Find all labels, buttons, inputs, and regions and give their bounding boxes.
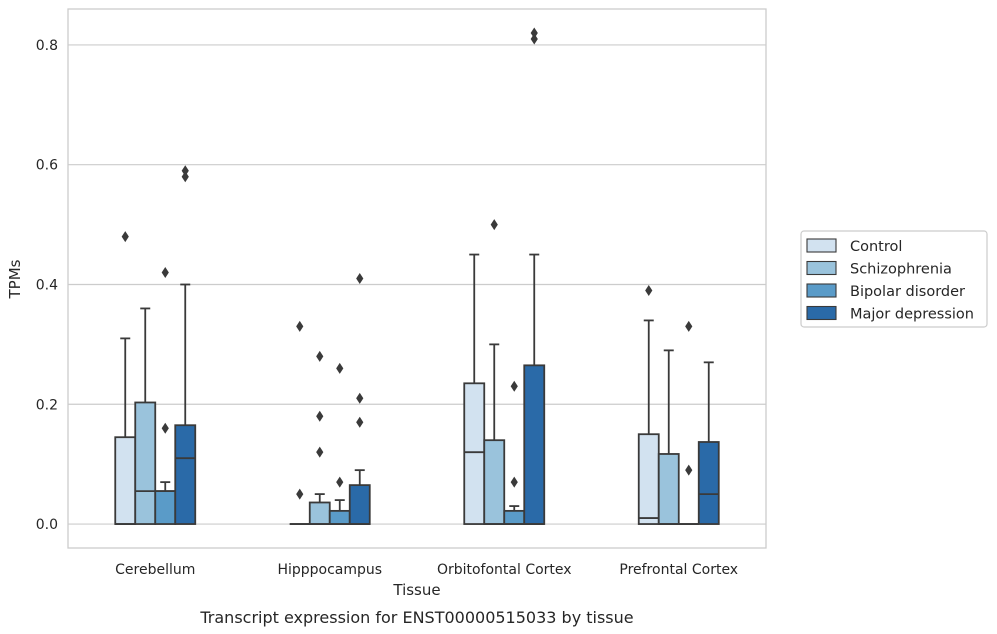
y-axis-label: TPMs bbox=[6, 259, 24, 299]
y-tick-label: 0.6 bbox=[36, 158, 58, 174]
x-axis-label: Tissue bbox=[392, 581, 440, 599]
box-rect bbox=[463, 382, 486, 525]
outlier-point bbox=[645, 284, 653, 296]
box-rect bbox=[503, 509, 526, 525]
box-rect bbox=[134, 401, 157, 525]
outlier-point bbox=[181, 171, 189, 183]
gridlines bbox=[68, 44, 766, 525]
box-rect bbox=[174, 424, 197, 525]
outlier-point bbox=[356, 392, 364, 404]
box-2-2 bbox=[503, 380, 526, 525]
box-0-1 bbox=[289, 320, 310, 525]
outlier-point bbox=[530, 33, 538, 45]
legend-label: Schizophrenia bbox=[850, 262, 952, 278]
outlier-point bbox=[316, 410, 324, 422]
x-tick-label: Prefrontal Cortex bbox=[619, 562, 738, 578]
box-rect bbox=[697, 441, 720, 525]
outlier-point bbox=[510, 380, 518, 392]
box-series bbox=[114, 27, 720, 525]
box-2-3 bbox=[678, 320, 699, 525]
outlier-point bbox=[685, 464, 693, 476]
plot-frame bbox=[67, 8, 767, 549]
outlier-point bbox=[296, 488, 304, 500]
box-1-3 bbox=[657, 349, 680, 525]
box-3-3 bbox=[697, 361, 720, 525]
box-rect bbox=[328, 509, 351, 525]
box-rect bbox=[308, 501, 331, 525]
legend-frame bbox=[800, 230, 988, 328]
box-rect bbox=[114, 436, 137, 525]
outlier-point bbox=[316, 446, 324, 458]
legend: Control Schizophrenia Bipolar disorder Majo… bbox=[800, 230, 988, 328]
outlier-point bbox=[161, 422, 169, 434]
box-2-0 bbox=[154, 267, 177, 525]
box-2-1 bbox=[328, 362, 351, 525]
legend-swatch bbox=[806, 238, 837, 253]
y-tick-label: 0.4 bbox=[36, 277, 58, 293]
outlier-point bbox=[685, 320, 693, 332]
legend-swatch bbox=[806, 260, 837, 276]
outlier-point bbox=[181, 165, 189, 177]
outlier-point bbox=[530, 27, 538, 39]
y-tick-labels: 0.0 0.2 0.4 0.6 0.8 bbox=[36, 38, 58, 533]
box-rect bbox=[483, 439, 506, 525]
box-rect bbox=[523, 364, 546, 525]
x-tick-label: Cerebellum bbox=[115, 562, 195, 578]
legend-label: Bipolar disorder bbox=[850, 284, 965, 300]
box-0-0 bbox=[114, 231, 137, 525]
legend-label: Major depression bbox=[850, 307, 974, 323]
box-rect bbox=[637, 433, 660, 525]
outlier-point bbox=[336, 476, 344, 488]
legend-swatch bbox=[806, 305, 837, 321]
y-tick-label: 0.8 bbox=[36, 38, 58, 54]
box-3-1 bbox=[348, 273, 371, 525]
outlier-point bbox=[161, 267, 169, 279]
outlier-point bbox=[336, 362, 344, 374]
x-tick-label: Orbitofontal Cortex bbox=[437, 562, 572, 578]
box-rect bbox=[657, 453, 680, 525]
x-tick-label: Hipppocampus bbox=[277, 562, 382, 578]
y-tick-label: 0.0 bbox=[36, 517, 58, 533]
box-3-2 bbox=[523, 27, 546, 525]
box-rect bbox=[154, 490, 177, 525]
box-rect bbox=[348, 484, 371, 525]
outlier-point bbox=[316, 350, 324, 362]
outlier-point bbox=[356, 273, 364, 284]
legend-swatch bbox=[806, 283, 837, 298]
box-1-0 bbox=[134, 307, 157, 525]
box-1-1 bbox=[308, 350, 331, 525]
outlier-point bbox=[121, 231, 129, 243]
chart-caption: Transcript expression for ENST0000051503… bbox=[199, 608, 633, 627]
box-0-2 bbox=[463, 253, 486, 525]
x-tick-labels: Cerebellum Hipppocampus Orbitofontal Corte… bbox=[115, 562, 738, 578]
outlier-point bbox=[510, 476, 518, 488]
outlier-point bbox=[356, 416, 364, 428]
outlier-point bbox=[296, 320, 304, 332]
y-tick-label: 0.2 bbox=[36, 397, 58, 413]
box-1-2 bbox=[483, 219, 506, 525]
box-0-3 bbox=[637, 284, 660, 525]
outlier-point bbox=[490, 219, 498, 231]
box-3-0 bbox=[174, 165, 197, 525]
legend-label: Control bbox=[850, 239, 902, 255]
